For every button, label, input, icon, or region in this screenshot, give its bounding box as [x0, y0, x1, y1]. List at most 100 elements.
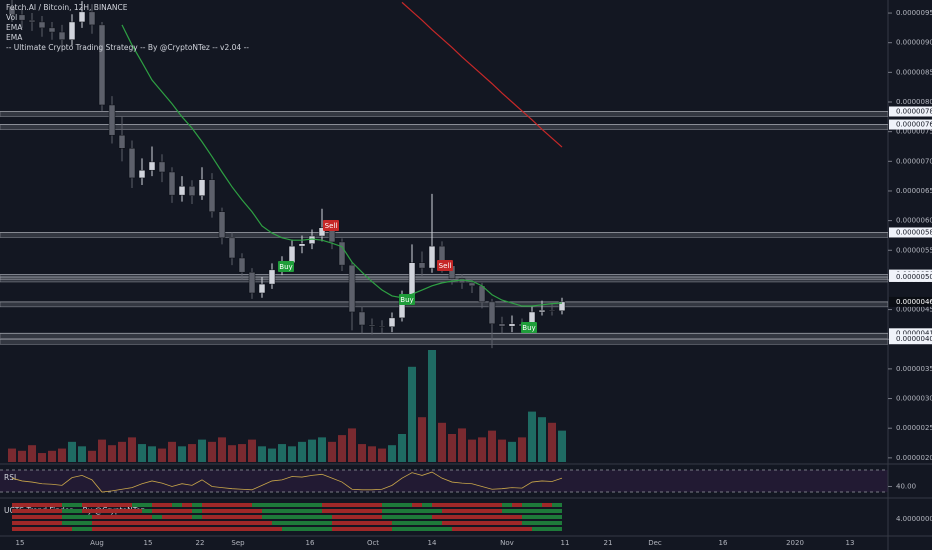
trend-stripe: [512, 515, 522, 519]
ema-line: [121, 24, 563, 307]
trend-stripe: [92, 509, 102, 513]
candle-body: [238, 257, 246, 273]
volume-bar: [288, 446, 296, 462]
signal-box: [399, 294, 415, 305]
trend-stripe: [192, 527, 202, 531]
signal-label: Sell: [439, 262, 452, 270]
trend-stripe: [522, 503, 532, 507]
trend-stripe: [92, 527, 102, 531]
trend-stripe: [62, 527, 72, 531]
trend-stripe: [292, 521, 302, 525]
trend-stripe: [302, 509, 312, 513]
candle-body: [198, 179, 206, 196]
trend-stripe: [22, 515, 32, 519]
trend-stripe: [492, 509, 502, 513]
candle-body: [78, 11, 86, 23]
trend-stripe: [472, 503, 482, 507]
signal-label: Buy: [522, 324, 535, 332]
trend-stripe: [312, 515, 322, 519]
level-label-box: [889, 227, 932, 238]
trend-stripe: [172, 509, 182, 513]
trend-stripe: [552, 527, 562, 531]
trend-stripe: [502, 509, 512, 513]
trend-stripe: [182, 527, 192, 531]
volume-bar: [208, 441, 216, 462]
legend-strategy: -- Ultimate Crypto Trading Strategy -- B…: [6, 43, 249, 52]
trend-stripe: [252, 515, 262, 519]
trend-stripe: [382, 521, 392, 525]
trend-stripe: [382, 527, 392, 531]
volume-bar: [348, 428, 356, 462]
rsi-label: RSI: [4, 473, 16, 482]
trend-stripe: [352, 515, 362, 519]
trend-stripe: [462, 509, 472, 513]
volume-bar: [508, 441, 516, 462]
trend-stripe: [292, 527, 302, 531]
trend-stripe: [292, 515, 302, 519]
trend-stripe: [552, 503, 562, 507]
level-label-box: [889, 296, 932, 307]
trend-stripe: [212, 521, 222, 525]
signal-box: [437, 260, 453, 271]
trend-stripe: [512, 509, 522, 513]
level-label-box: [889, 271, 932, 282]
candle-body: [548, 309, 556, 312]
volume-bar: [428, 350, 436, 462]
trend-stripe: [412, 503, 422, 507]
trend-stripe: [222, 503, 232, 507]
trend-stripe: [332, 515, 342, 519]
volume-bar: [548, 422, 556, 462]
trend-stripe: [132, 503, 142, 507]
trend-stripe: [452, 521, 462, 525]
trend-stripe: [252, 503, 262, 507]
trend-stripe: [222, 509, 232, 513]
trend-stripe: [332, 521, 342, 525]
trend-stripe: [422, 503, 432, 507]
trend-stripe: [192, 515, 202, 519]
volume-bar: [498, 439, 506, 462]
trend-stripe: [522, 527, 532, 531]
level-label-box: [889, 328, 932, 339]
trend-stripe: [352, 527, 362, 531]
candle-body: [428, 245, 436, 269]
trend-stripe: [12, 527, 22, 531]
volume-bar: [138, 444, 146, 462]
level-zone: [0, 301, 888, 308]
trend-stripe: [82, 521, 92, 525]
trend-stripe: [312, 521, 322, 525]
trend-stripe: [162, 521, 172, 525]
trend-stripe: [362, 509, 372, 513]
volume-bar: [448, 434, 456, 462]
candle-body: [308, 235, 316, 245]
trend-stripe: [442, 503, 452, 507]
candle-body: [258, 283, 266, 294]
trend-stripe: [22, 509, 32, 513]
trend-stripe: [542, 509, 552, 513]
trend-stripe: [302, 527, 312, 531]
trend-stripe: [392, 503, 402, 507]
trend-stripe: [332, 509, 342, 513]
volume-bar: [398, 434, 406, 462]
candle-body: [48, 27, 56, 33]
trend-stripe: [412, 515, 422, 519]
trend-stripe: [472, 527, 482, 531]
trend-stripe: [42, 527, 52, 531]
volume-bar: [308, 439, 316, 462]
candle-body: [178, 185, 186, 196]
volume-bar: [558, 430, 566, 462]
volume-bar: [408, 366, 416, 462]
trend-stripe: [272, 503, 282, 507]
trend-stripe: [132, 527, 142, 531]
trend-stripe: [212, 509, 222, 513]
trend-stripe: [322, 503, 332, 507]
trend-stripe: [52, 527, 62, 531]
trend-stripe: [482, 515, 492, 519]
volume-bar: [18, 450, 26, 462]
